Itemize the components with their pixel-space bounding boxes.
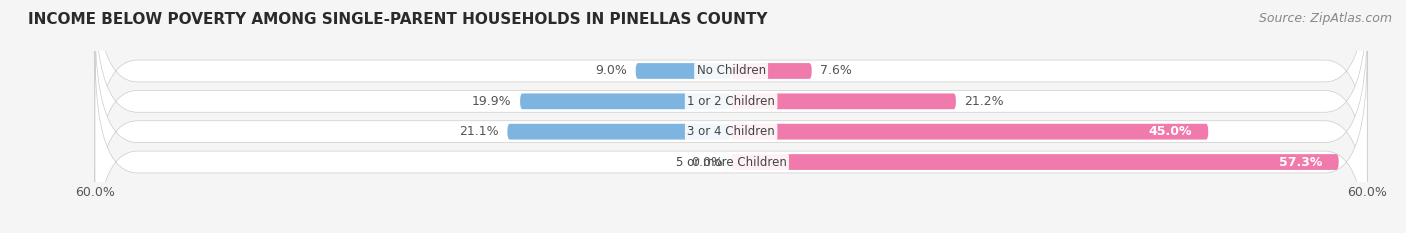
Text: 21.1%: 21.1% — [460, 125, 499, 138]
Text: 9.0%: 9.0% — [595, 65, 627, 78]
Text: 7.6%: 7.6% — [820, 65, 852, 78]
FancyBboxPatch shape — [96, 51, 1367, 233]
Text: Source: ZipAtlas.com: Source: ZipAtlas.com — [1258, 12, 1392, 25]
FancyBboxPatch shape — [731, 154, 1339, 170]
Text: 1 or 2 Children: 1 or 2 Children — [688, 95, 775, 108]
FancyBboxPatch shape — [723, 154, 731, 170]
FancyBboxPatch shape — [96, 0, 1367, 182]
Text: 57.3%: 57.3% — [1279, 155, 1323, 168]
Text: 19.9%: 19.9% — [472, 95, 512, 108]
FancyBboxPatch shape — [636, 63, 731, 79]
Text: No Children: No Children — [696, 65, 766, 78]
Text: 0.0%: 0.0% — [690, 155, 723, 168]
Text: 5 or more Children: 5 or more Children — [676, 155, 786, 168]
FancyBboxPatch shape — [731, 93, 956, 109]
Text: 21.2%: 21.2% — [965, 95, 1004, 108]
FancyBboxPatch shape — [520, 93, 731, 109]
FancyBboxPatch shape — [731, 63, 811, 79]
Text: INCOME BELOW POVERTY AMONG SINGLE-PARENT HOUSEHOLDS IN PINELLAS COUNTY: INCOME BELOW POVERTY AMONG SINGLE-PARENT… — [28, 12, 768, 27]
FancyBboxPatch shape — [731, 124, 1208, 140]
FancyBboxPatch shape — [508, 124, 731, 140]
FancyBboxPatch shape — [96, 21, 1367, 233]
Text: 3 or 4 Children: 3 or 4 Children — [688, 125, 775, 138]
FancyBboxPatch shape — [96, 0, 1367, 212]
Text: 45.0%: 45.0% — [1149, 125, 1192, 138]
